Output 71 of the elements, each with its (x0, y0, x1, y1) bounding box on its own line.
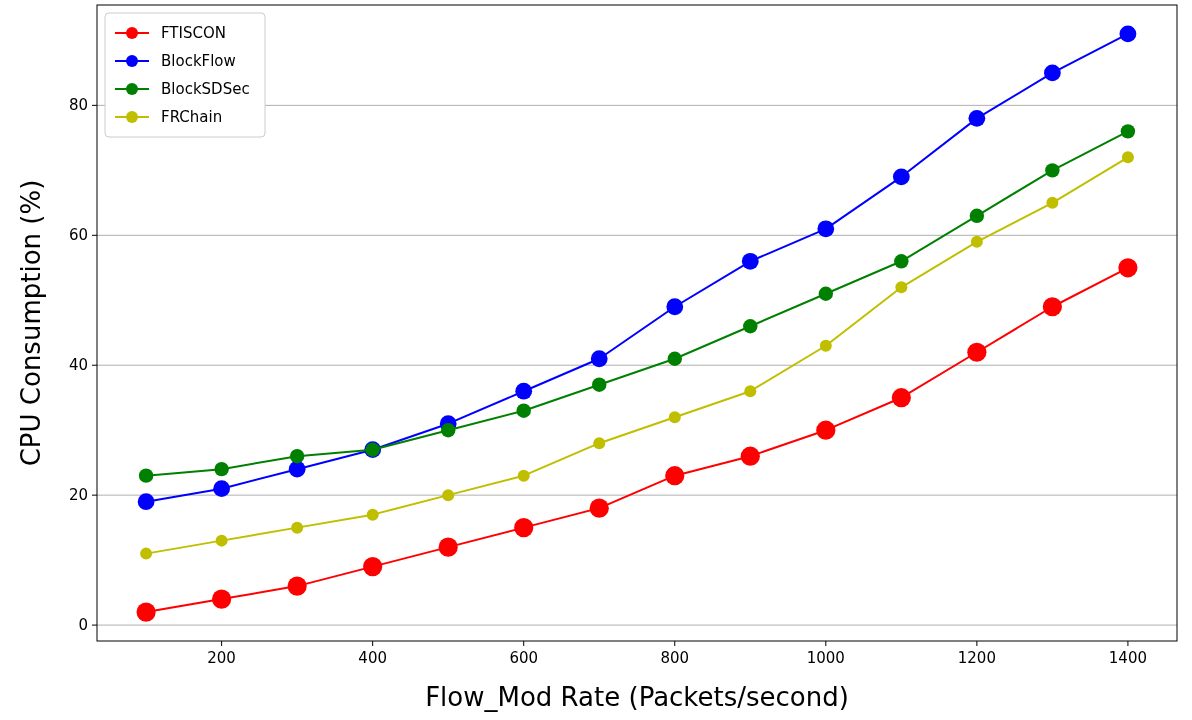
point (593, 437, 606, 450)
point (894, 254, 909, 269)
point (967, 342, 987, 362)
legend-label: FRChain (161, 108, 223, 126)
point (968, 109, 986, 127)
point (589, 498, 609, 518)
point (136, 602, 156, 622)
y-tick-label: 20 (68, 486, 88, 505)
point (1045, 163, 1060, 178)
y-axis-title: CPU Consumption (%) (16, 179, 46, 467)
point (665, 466, 685, 486)
point (1119, 25, 1137, 43)
point (213, 480, 231, 498)
point (1043, 64, 1061, 82)
point (514, 518, 534, 538)
point (817, 220, 835, 238)
point (1042, 297, 1062, 317)
point (743, 319, 758, 334)
point (668, 411, 681, 424)
point (1046, 196, 1059, 209)
point (744, 385, 757, 398)
x-tick-label: 1400 (1108, 649, 1147, 667)
point (442, 489, 455, 502)
point (819, 339, 832, 352)
point (516, 403, 531, 418)
point (740, 446, 760, 466)
y-tick-label: 60 (68, 226, 88, 245)
legend-label: BlockSDSec (161, 80, 250, 98)
x-tick-label: 200 (207, 649, 236, 667)
point (891, 388, 911, 408)
point (363, 557, 383, 577)
point (1121, 151, 1134, 164)
point (515, 382, 533, 400)
point (892, 168, 910, 186)
x-tick-label: 600 (509, 649, 539, 667)
point (1118, 258, 1138, 278)
x-tick-label: 1200 (957, 649, 996, 667)
point (289, 448, 305, 464)
point (288, 460, 306, 478)
point (666, 298, 684, 316)
legend-label: BlockFlow (161, 52, 236, 70)
y-tick-label: 80 (68, 96, 88, 115)
point (438, 537, 458, 557)
point (291, 521, 304, 534)
y-tick-label: 0 (78, 616, 88, 635)
point (741, 252, 759, 270)
point (214, 461, 229, 477)
point (818, 286, 834, 301)
x-tick-label: 800 (660, 649, 690, 667)
point (440, 422, 456, 438)
x-tick-label: 1000 (806, 649, 845, 667)
x-axis-title: Flow_Mod Rate (Packets/second) (425, 682, 849, 712)
point (287, 576, 307, 596)
point (970, 235, 983, 248)
point (816, 420, 836, 440)
y-tick-label: 40 (68, 356, 88, 375)
point (667, 351, 682, 366)
point (895, 281, 908, 294)
point (212, 589, 232, 609)
point (138, 468, 154, 483)
point (137, 493, 155, 511)
point (590, 350, 608, 368)
legend-label: FTISCON (161, 24, 226, 42)
point (592, 377, 607, 392)
point (140, 547, 153, 560)
point (366, 508, 379, 521)
point (969, 208, 985, 224)
x-tick-label: 400 (358, 649, 387, 667)
point (1120, 124, 1136, 139)
point (517, 469, 530, 482)
point (215, 534, 228, 547)
